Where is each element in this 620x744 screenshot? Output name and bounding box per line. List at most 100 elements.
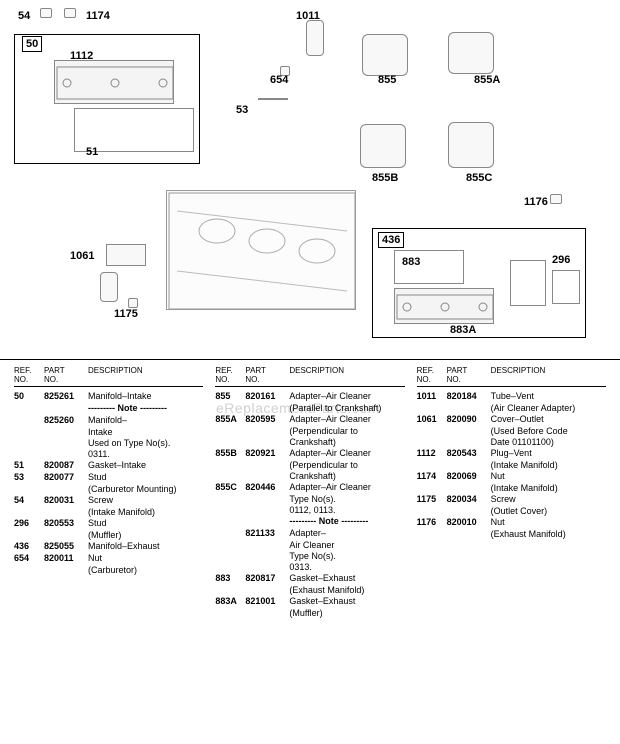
header-part: PARTNO. bbox=[447, 366, 491, 384]
cell-desc: Stud bbox=[88, 472, 203, 483]
part-row: 1061820090Cover–Outlet bbox=[417, 414, 606, 425]
cell-desc: Gasket–Exhaust bbox=[289, 596, 404, 607]
header-ref: REF.NO. bbox=[417, 366, 447, 384]
header-desc: DESCRIPTION bbox=[289, 366, 404, 384]
part-shape-screw bbox=[128, 298, 138, 308]
part-shape-stud bbox=[258, 98, 288, 100]
part-row: 821133Adapter– bbox=[215, 528, 404, 539]
header-desc: DESCRIPTION bbox=[88, 366, 203, 384]
cell-part: 821001 bbox=[245, 596, 289, 607]
callout-883A: 883A bbox=[450, 324, 476, 336]
cell-desc: Manifold–Exhaust bbox=[88, 541, 203, 552]
part-shape-gasket bbox=[510, 260, 546, 306]
sub-description: 0313. bbox=[215, 562, 404, 573]
note-row: --------- Note --------- bbox=[14, 403, 203, 414]
cell-desc: Manifold–Intake bbox=[88, 391, 203, 402]
cell-part: 821133 bbox=[245, 528, 289, 539]
cell-ref: 855A bbox=[215, 414, 245, 425]
part-row: 50825261Manifold–Intake bbox=[14, 391, 203, 402]
cell-ref: 654 bbox=[14, 553, 44, 564]
exploded-diagram: eReplacementParts.com 541174501112511011… bbox=[0, 0, 620, 360]
part-row: 51820087Gasket–Intake bbox=[14, 460, 203, 471]
cell-ref: 855 bbox=[215, 391, 245, 402]
part-row: 53820077Stud bbox=[14, 472, 203, 483]
cell-desc: Screw bbox=[491, 494, 606, 505]
sub-description: (Carburetor Mounting) bbox=[14, 484, 203, 495]
sub-description: Used on Type No(s). bbox=[14, 438, 203, 449]
sub-description: (Carburetor) bbox=[14, 565, 203, 576]
part-row: 1112820543Plug–Vent bbox=[417, 448, 606, 459]
header-ref: REF.NO. bbox=[14, 366, 44, 384]
callout-54: 54 bbox=[18, 10, 30, 22]
cell-part: 820595 bbox=[245, 414, 289, 425]
part-shape-gasket bbox=[552, 270, 580, 304]
part-row: 54820031Screw bbox=[14, 495, 203, 506]
cell-part: 825261 bbox=[44, 391, 88, 402]
part-row: 654820011Nut bbox=[14, 553, 203, 564]
part-row: 1174820069Nut bbox=[417, 471, 606, 482]
callout-53: 53 bbox=[236, 104, 248, 116]
cell-desc: Adapter– bbox=[289, 528, 404, 539]
part-row: 1175820034Screw bbox=[417, 494, 606, 505]
callout-1175: 1175 bbox=[114, 308, 138, 320]
cell-desc: Adapter–Air Cleaner bbox=[289, 448, 404, 459]
header-desc: DESCRIPTION bbox=[491, 366, 606, 384]
cell-ref: 1112 bbox=[417, 448, 447, 459]
cell-desc: Plug–Vent bbox=[491, 448, 606, 459]
cell-part: 820010 bbox=[447, 517, 491, 528]
cell-ref: 296 bbox=[14, 518, 44, 529]
part-row: 296820553Stud bbox=[14, 518, 203, 529]
sub-description: (Muffler) bbox=[215, 608, 404, 619]
callout-855: 855 bbox=[378, 74, 396, 86]
column-header: REF.NO.PARTNO.DESCRIPTION bbox=[14, 366, 203, 387]
cell-ref: 883A bbox=[215, 596, 245, 607]
part-row: 436825055Manifold–Exhaust bbox=[14, 541, 203, 552]
cell-part: 820184 bbox=[447, 391, 491, 402]
sub-description: (Perpendicular to bbox=[215, 460, 404, 471]
sub-description: 0112, 0113. bbox=[215, 505, 404, 516]
column-header: REF.NO.PARTNO.DESCRIPTION bbox=[215, 366, 404, 387]
part-shape-nut bbox=[550, 194, 562, 204]
sub-description: (Exhaust Manifold) bbox=[215, 585, 404, 596]
header-ref: REF.NO. bbox=[215, 366, 245, 384]
part-row: 855A820595Adapter–Air Cleaner bbox=[215, 414, 404, 425]
callout-436: 436 bbox=[378, 232, 404, 248]
part-row: 855820161Adapter–Air Cleaner bbox=[215, 391, 404, 402]
cell-part: 820553 bbox=[44, 518, 88, 529]
part-shape-adapter bbox=[448, 122, 494, 168]
part-shape-tube bbox=[100, 272, 118, 302]
part-row: 1176820010Nut bbox=[417, 517, 606, 528]
parts-column: REF.NO.PARTNO.DESCRIPTION1011820184Tube–… bbox=[411, 366, 612, 619]
cell-ref: 1061 bbox=[417, 414, 447, 425]
callout-1061: 1061 bbox=[70, 250, 94, 262]
cell-part: 820446 bbox=[245, 482, 289, 493]
callout-1011: 1011 bbox=[296, 10, 320, 22]
sub-description: (Muffler) bbox=[14, 530, 203, 541]
sub-description: (Intake Manifold) bbox=[14, 507, 203, 518]
part-shape-adapter bbox=[448, 32, 494, 74]
header-part: PARTNO. bbox=[245, 366, 289, 384]
cell-part: 820077 bbox=[44, 472, 88, 483]
part-row: 883820817Gasket–Exhaust bbox=[215, 573, 404, 584]
cell-desc: Screw bbox=[88, 495, 203, 506]
cell-ref bbox=[215, 528, 245, 539]
cell-ref: 855C bbox=[215, 482, 245, 493]
sub-description: Date 01101100) bbox=[417, 437, 606, 448]
sub-description: 0311. bbox=[14, 449, 203, 460]
cell-desc: Cover–Outlet bbox=[491, 414, 606, 425]
cell-desc: Adapter–Air Cleaner bbox=[289, 482, 404, 493]
part-row: 825260Manifold– bbox=[14, 415, 203, 426]
part-row: 883A821001Gasket–Exhaust bbox=[215, 596, 404, 607]
cell-part: 820069 bbox=[447, 471, 491, 482]
cell-part: 820087 bbox=[44, 460, 88, 471]
sub-description: Air Cleaner bbox=[215, 540, 404, 551]
callout-51: 51 bbox=[86, 146, 98, 158]
part-shape-cover bbox=[106, 244, 146, 266]
callout-654: 654 bbox=[270, 74, 288, 86]
callout-855A: 855A bbox=[474, 74, 500, 86]
callout-883: 883 bbox=[402, 256, 420, 268]
sub-description: (Intake Manifold) bbox=[417, 460, 606, 471]
cell-part: 820031 bbox=[44, 495, 88, 506]
cell-ref: 1011 bbox=[417, 391, 447, 402]
parts-column: REF.NO.PARTNO.DESCRIPTION 50825261Manifol… bbox=[8, 366, 209, 619]
